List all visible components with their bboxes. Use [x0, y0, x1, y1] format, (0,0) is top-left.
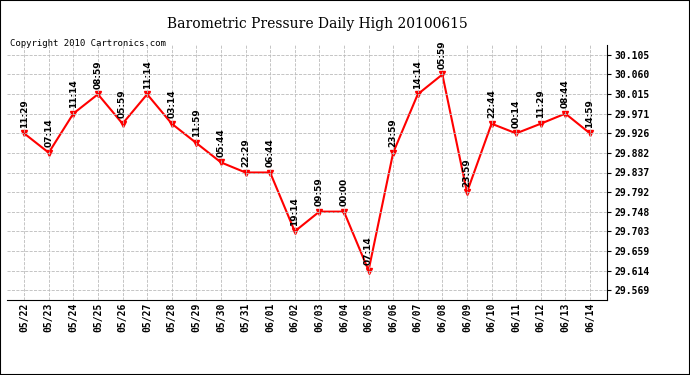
Text: 14:14: 14:14 [413, 60, 422, 88]
Text: 11:14: 11:14 [69, 79, 78, 108]
Text: 22:44: 22:44 [487, 89, 496, 118]
Text: 00:14: 00:14 [512, 99, 521, 128]
Text: 19:14: 19:14 [290, 197, 299, 226]
Text: 14:59: 14:59 [586, 99, 595, 128]
Text: 08:59: 08:59 [93, 60, 102, 88]
Text: 05:44: 05:44 [217, 128, 226, 157]
Text: 08:44: 08:44 [561, 79, 570, 108]
Text: 07:14: 07:14 [364, 236, 373, 265]
Text: Barometric Pressure Daily High 20100615: Barometric Pressure Daily High 20100615 [167, 17, 468, 31]
Text: 05:59: 05:59 [438, 40, 447, 69]
Text: 07:14: 07:14 [44, 118, 53, 147]
Text: 11:59: 11:59 [192, 109, 201, 138]
Text: 09:59: 09:59 [315, 177, 324, 206]
Text: 00:00: 00:00 [339, 178, 348, 206]
Text: 23:59: 23:59 [462, 158, 471, 187]
Text: 23:59: 23:59 [388, 118, 397, 147]
Text: Copyright 2010 Cartronics.com: Copyright 2010 Cartronics.com [10, 39, 166, 48]
Text: 05:59: 05:59 [118, 90, 127, 118]
Text: 11:29: 11:29 [536, 89, 545, 118]
Text: 22:29: 22:29 [241, 138, 250, 167]
Text: 03:14: 03:14 [167, 90, 176, 118]
Text: 06:44: 06:44 [266, 138, 275, 167]
Text: 11:29: 11:29 [19, 99, 28, 128]
Text: 11:14: 11:14 [143, 60, 152, 88]
